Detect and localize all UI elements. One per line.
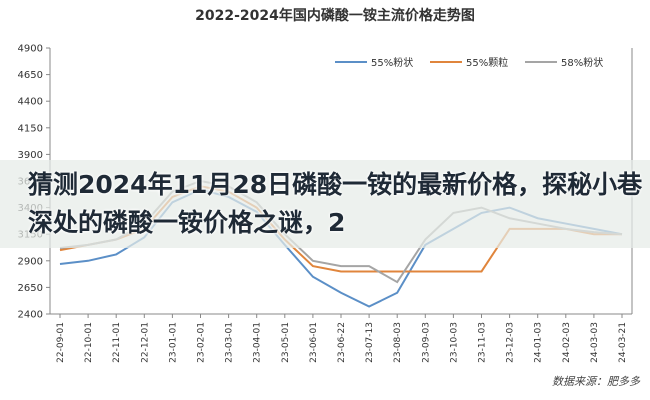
x-tick-label: 23-01-01	[168, 322, 178, 363]
y-tick-label: 2900	[18, 256, 43, 267]
legend-label: 55%粉状	[371, 56, 413, 69]
x-tick-label: 23-06-01	[309, 322, 319, 363]
x-tick-label: 23-09-03	[421, 322, 431, 363]
x-tick-label: 23-08-03	[393, 322, 403, 363]
source: 数据来源：肥多多	[552, 375, 641, 388]
y-tick-label: 3900	[18, 150, 43, 161]
legend-label: 58%粉状	[561, 56, 603, 69]
x-tick-label: 23-12-03	[506, 322, 516, 363]
x-tick-label: 22-09-01	[56, 322, 66, 363]
x-tick-label: 24-02-03	[562, 322, 572, 363]
x-tick-label: 22-11-01	[112, 322, 122, 363]
chart-title: 2022-2024年国内磷酸一铵主流价格走势图	[195, 7, 475, 24]
x-tick-label: 24-01-03	[534, 322, 544, 363]
x-tick-label: 24-03-03	[590, 322, 600, 363]
x-tick-label: 23-11-03	[478, 322, 488, 363]
x-tick-label: 23-03-01	[225, 322, 235, 363]
x-tick-label: 23-05-01	[281, 322, 291, 363]
y-tick-label: 4400	[18, 97, 43, 108]
y-tick-label: 4900	[18, 44, 43, 55]
y-tick-label: 4650	[18, 70, 43, 81]
x-tick-label: 23-10-03	[449, 322, 459, 363]
x-tick-label: 23-02-01	[197, 322, 207, 363]
x-tick-label: 23-04-01	[253, 322, 263, 363]
y-tick-label: 2650	[18, 283, 43, 294]
banner: 猜测2024年11月28日磷酸一铵的最新价格，探秘小巷深处的磷酸一铵价格之谜，2	[0, 160, 650, 248]
x-tick-label: 23-07-13	[365, 322, 375, 363]
y-tick-label: 4150	[18, 123, 43, 134]
y-tick-label: 2400	[18, 310, 43, 321]
x-tick-label: 22-10-01	[84, 322, 94, 363]
x-tick-label: 23-06-22	[337, 322, 347, 363]
legend-label: 55%颗粒	[466, 56, 508, 69]
x-tick-label: 24-03-21	[618, 322, 628, 363]
x-tick-label: 22-12-01	[140, 322, 150, 363]
